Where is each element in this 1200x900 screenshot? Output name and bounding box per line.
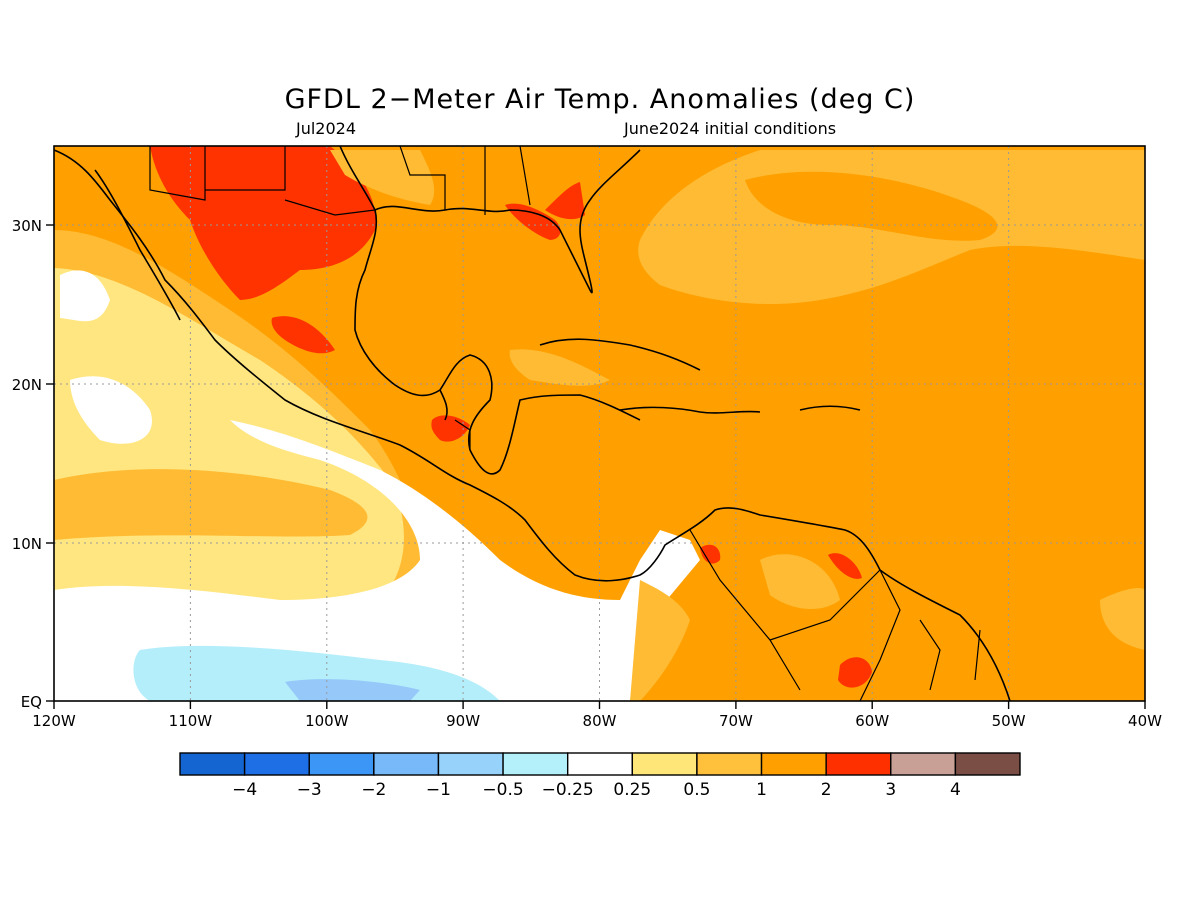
map-field — [54, 146, 1145, 701]
colorbar-label: 4 — [950, 780, 961, 800]
pacific-cool-band — [133, 645, 500, 701]
colorbar-label: 1 — [756, 780, 767, 800]
colorbar-label: 2 — [821, 780, 832, 800]
lat-label-eq: EQ — [21, 693, 42, 711]
lon-label-100w: 100W — [305, 712, 349, 730]
coastlines — [54, 146, 1011, 701]
colorbar-swatch — [566, 752, 634, 776]
guyana-hot-patch — [828, 553, 862, 579]
colorbar-label: −2 — [361, 780, 386, 800]
lat-label-30n: 30N — [12, 217, 42, 235]
colorbar-swatch — [179, 752, 246, 776]
pacific-cooler-band — [285, 679, 420, 701]
colorbar-label: −1 — [426, 780, 451, 800]
us-mexico-hot-core — [150, 146, 376, 300]
lon-label-120w: 120W — [32, 712, 76, 730]
lat-labels: 30N 20N 10N EQ — [12, 217, 42, 711]
colorbar-label: −4 — [232, 780, 257, 800]
initial-conditions: June2024 initial conditions — [624, 119, 837, 138]
lon-labels: 120W 110W 100W 90W 80W 70W 60W 50W 40W — [32, 712, 1162, 730]
atlantic-east-light — [1100, 588, 1145, 650]
lat-label-20n: 20N — [12, 376, 42, 394]
lon-label-60w: 60W — [855, 712, 889, 730]
lon-label-40w: 40W — [1128, 712, 1162, 730]
colorbar-labels: −4 −3 −2 −1 −0.5 −0.25 0.25 0.5 1 2 3 4 — [232, 780, 961, 800]
pacific-white-patch-west — [70, 376, 152, 444]
colorbar-swatch — [502, 752, 569, 776]
amazon-hot-patch — [838, 657, 872, 688]
lat-label-10n: 10N — [12, 535, 42, 553]
pacific-white-patch-north — [60, 270, 110, 322]
guatemala-hot-patch — [431, 415, 470, 442]
colorbar-swatch — [825, 752, 892, 776]
venezuela-hot-patch — [700, 544, 721, 564]
us-southeast-light — [330, 150, 435, 205]
yucatan-light-band — [509, 349, 610, 386]
colorbar-swatch — [243, 752, 310, 776]
colorbar-label: −3 — [297, 780, 322, 800]
colorbar-label: −0.25 — [542, 780, 594, 800]
pacific-white-zone — [54, 420, 700, 701]
atlantic-orange-tongue — [745, 171, 998, 241]
southeast-hot-patch — [545, 182, 585, 220]
colorbar-swatch — [631, 752, 698, 776]
lon-label-80w: 80W — [583, 712, 617, 730]
forecast-month: Jul2024 — [296, 119, 357, 138]
lon-label-110w: 110W — [169, 712, 213, 730]
graticule — [54, 146, 1145, 701]
pacific-orange-streak — [54, 469, 368, 540]
lon-ticks — [53, 701, 1146, 709]
colorbar-swatch — [760, 752, 827, 776]
colorbar-swatch — [954, 752, 1021, 776]
colorbar-swatch — [308, 752, 375, 776]
colombia-white — [640, 541, 690, 600]
colorbar-label: 0.5 — [683, 780, 710, 800]
lat-ticks — [46, 224, 54, 702]
colorbar-swatch — [696, 752, 763, 776]
colorbar-swatch — [890, 752, 957, 776]
lon-label-50w: 50W — [992, 712, 1026, 730]
colombia-light — [630, 580, 690, 701]
lon-label-90w: 90W — [446, 712, 480, 730]
colorbar-swatch — [437, 752, 504, 776]
lon-label-70w: 70W — [719, 712, 753, 730]
colorbar-label: 0.25 — [613, 780, 651, 800]
chart-title: GFDL 2−Meter Air Temp. Anomalies (deg C) — [284, 84, 916, 115]
gulf-coast-hot-patch — [505, 203, 561, 240]
orinoco-light — [760, 554, 840, 610]
colorbar-swatch — [373, 752, 440, 776]
colorbar — [179, 752, 1021, 776]
borders — [149, 146, 981, 701]
colorbar-label: 3 — [885, 780, 896, 800]
colorbar-label: −0.5 — [482, 780, 523, 800]
mexico-hot-patch — [271, 316, 335, 354]
